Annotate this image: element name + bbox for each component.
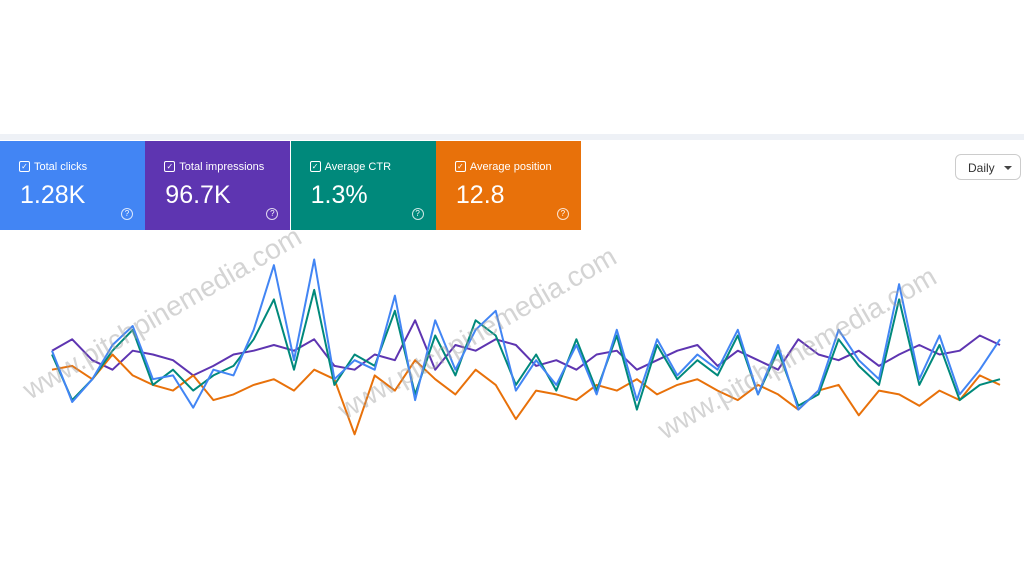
metric-card[interactable]: ✓ Total clicks 1.28K? xyxy=(0,141,145,230)
checkbox-icon: ✓ xyxy=(309,161,321,172)
metric-label: Total clicks xyxy=(34,161,88,173)
toolbar-band xyxy=(0,134,1024,140)
help-icon[interactable]: ? xyxy=(411,208,424,220)
help-icon[interactable]: ? xyxy=(266,208,279,220)
series-line xyxy=(51,353,1001,436)
metric-label: Total impressions xyxy=(179,161,265,173)
checkbox-icon: ✓ xyxy=(19,161,30,172)
metric-card[interactable]: ✓ Total impressions 96.7K? xyxy=(145,141,291,230)
series-line xyxy=(51,258,1001,411)
checkbox-icon: ✓ xyxy=(164,161,176,172)
checkbox-icon: ✓ xyxy=(454,161,466,172)
metric-value: 12.8 xyxy=(455,181,505,209)
metric-card[interactable]: ✓ Average CTR 1.3%? xyxy=(290,141,436,230)
help-icon[interactable]: ? xyxy=(121,208,133,220)
metric-value: 1.3% xyxy=(310,181,368,209)
metric-value: 1.28K xyxy=(20,181,86,209)
metric-card[interactable]: ✓ Average position 12.8? xyxy=(435,141,581,230)
granularity-select[interactable]: Daily xyxy=(955,154,1021,180)
metric-value: 96.7K xyxy=(165,181,231,209)
metric-label: Average position xyxy=(469,161,552,173)
series-line xyxy=(51,319,1001,377)
metric-label: Average CTR xyxy=(324,161,392,173)
watermark: www.pitchpinemedia.com xyxy=(652,260,942,445)
help-icon[interactable]: ? xyxy=(556,208,569,220)
